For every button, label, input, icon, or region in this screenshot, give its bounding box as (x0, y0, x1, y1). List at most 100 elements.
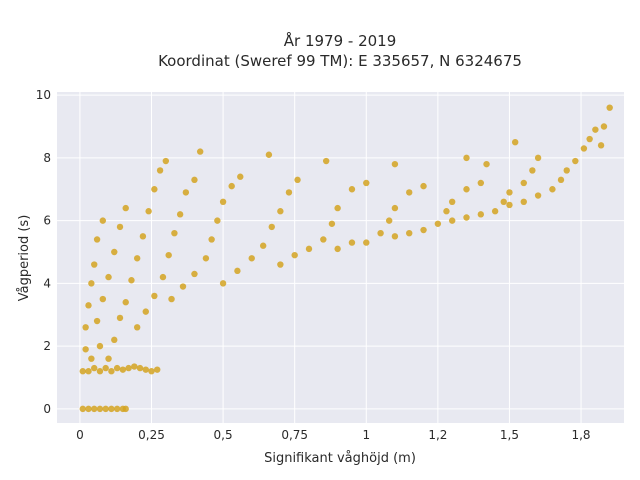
scatter-point-0-13 (88, 280, 95, 287)
scatter-point-0-51 (151, 292, 158, 300)
scatter-point-0-68 (219, 280, 227, 287)
scatter-point-0-96 (406, 229, 413, 237)
y-tick-labels: 0 2 4 6 8 10 (36, 88, 51, 416)
x-tick-label-5: 1,2 (428, 428, 447, 442)
scatter-point-0-28 (148, 368, 155, 375)
scatter-point-0-69 (234, 267, 241, 275)
y-tick-label-1: 2 (43, 339, 51, 353)
scatter-point-0-72 (268, 223, 275, 231)
scatter-point-0-44 (139, 233, 147, 240)
scatter-point-0-64 (214, 217, 221, 224)
scatter-point-0-95 (391, 233, 399, 240)
scatter-point-0-10 (82, 346, 89, 353)
scatter-point-0-108 (491, 208, 499, 215)
scatter-point-0-117 (534, 192, 542, 199)
y-axis-label: Vågperiod (s) (17, 215, 32, 302)
scatter-point-0-24 (125, 364, 132, 372)
scatter-point-0-2 (91, 405, 98, 413)
scatter-point-0-101 (463, 186, 470, 193)
scatter-point-0-120 (563, 167, 570, 174)
scatter-point-0-73 (277, 208, 284, 215)
scatter-point-0-100 (448, 198, 456, 206)
scatter-point-0-18 (91, 364, 98, 372)
y-tick-label-0: 0 (43, 402, 51, 416)
scatter-point-0-52 (159, 273, 167, 281)
scatter-point-0-5 (108, 405, 115, 413)
scatter-point-0-102 (477, 179, 485, 187)
scatter-point-0-114 (511, 138, 519, 146)
scatter-point-0-112 (529, 167, 536, 174)
scatter-point-0-76 (265, 151, 273, 158)
scatter-point-0-50 (142, 308, 149, 315)
scatter-point-0-21 (108, 368, 115, 375)
scatter-point-0-99 (443, 208, 450, 215)
grid-layer (57, 92, 624, 423)
scatter-point-0-17 (85, 368, 92, 375)
scatter-point-0-123 (586, 135, 593, 143)
y-tick-label-3: 6 (43, 214, 51, 228)
scatter-point-0-35 (111, 248, 118, 256)
scatter-point-0-39 (111, 336, 118, 344)
scatter-point-0-84 (363, 179, 370, 187)
scatter-point-0-32 (93, 317, 101, 325)
scatter-point-0-125 (600, 123, 608, 130)
scatter-point-0-83 (348, 186, 356, 193)
chart-title-line-1: År 1979 - 2019 (284, 31, 397, 50)
scatter-point-0-0 (79, 405, 86, 413)
scatter-point-0-106 (463, 214, 470, 221)
scatter-point-0-14 (91, 261, 98, 268)
scatter-point-0-15 (93, 236, 101, 243)
scatter-point-0-25 (131, 363, 138, 370)
scatter-point-0-54 (171, 229, 178, 237)
scatter-point-0-42 (128, 277, 135, 284)
scatter-point-0-23 (119, 366, 127, 373)
y-tick-label-5: 10 (36, 88, 51, 102)
scatter-point-0-82 (334, 204, 341, 212)
scatter-point-0-90 (385, 217, 393, 224)
x-tick-label-6: 1,5 (500, 428, 519, 442)
x-tick-label-7: 1,8 (571, 428, 590, 442)
scatter-point-0-62 (202, 255, 210, 262)
scatter-point-0-77 (277, 261, 284, 268)
scatter-point-0-4 (102, 405, 109, 413)
scatter-point-0-67 (237, 173, 244, 180)
scatter-point-0-47 (156, 167, 164, 174)
scatter-point-0-107 (477, 211, 485, 218)
scatter-point-0-40 (116, 314, 124, 322)
x-tick-label-4: 1 (362, 428, 370, 442)
scatter-point-0-61 (191, 270, 198, 278)
scatter-point-0-30 (88, 355, 95, 362)
scatter-point-0-37 (122, 204, 129, 212)
points-layer (79, 104, 613, 413)
y-tick-label-4: 8 (43, 151, 51, 165)
scatter-point-0-65 (219, 198, 227, 206)
scatter-point-0-55 (176, 211, 184, 218)
scatter-point-0-78 (291, 251, 298, 259)
scatter-point-0-111 (520, 179, 527, 187)
scatter-point-0-81 (328, 220, 336, 227)
x-tick-labels: 0 0,25 0,5 0,75 1 1,2 1,5 1,8 (76, 428, 591, 442)
scatter-point-0-121 (572, 157, 579, 165)
scatter-point-0-80 (320, 236, 327, 243)
scatter-point-0-116 (520, 198, 527, 206)
scatter-point-0-98 (434, 220, 442, 227)
scatter-point-0-9 (79, 368, 86, 375)
scatter-point-0-70 (248, 255, 255, 262)
scatter-point-0-31 (96, 342, 104, 350)
scatter-point-0-26 (136, 364, 144, 372)
x-tick-label-0: 0 (76, 428, 84, 442)
scatter-point-0-19 (96, 368, 104, 375)
scatter-point-0-88 (363, 239, 370, 246)
scatter-point-0-53 (165, 251, 172, 259)
scatter-point-0-91 (391, 204, 399, 212)
scatter-point-0-124 (592, 126, 599, 133)
scatter-point-0-109 (500, 198, 507, 206)
scatter-point-0-97 (420, 226, 427, 234)
scatter-point-0-58 (196, 148, 204, 155)
x-tick-label-3: 0,75 (281, 428, 308, 442)
scatter-point-0-79 (305, 245, 313, 253)
scatter-point-0-20 (102, 364, 109, 372)
scatter-point-0-119 (557, 176, 565, 184)
scatter-point-0-22 (113, 364, 121, 372)
